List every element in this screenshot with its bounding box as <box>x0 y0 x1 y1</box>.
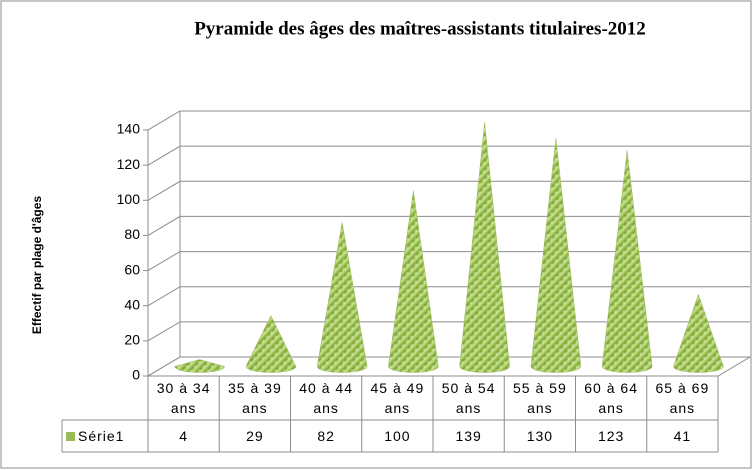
x-tick-label: 35 à 39 ans <box>228 380 282 416</box>
x-tick-label: 60 à 64 ans <box>584 380 638 416</box>
x-tick-label: 45 à 49 ans <box>370 380 425 416</box>
cone-body <box>530 138 582 373</box>
legend-cell: Série1 <box>62 420 148 452</box>
y-tick-label: 140 <box>117 121 141 137</box>
y-tick-label: 40 <box>124 296 140 312</box>
cone-body <box>174 359 225 373</box>
y-tick-label: 100 <box>117 191 141 207</box>
cone <box>388 190 439 373</box>
y-tick-label: 0 <box>132 367 140 383</box>
data-label: 130 <box>526 428 554 444</box>
data-label: 4 <box>179 428 189 444</box>
cone <box>673 293 724 373</box>
y-axis-label: Effectif par plage d'âges <box>30 196 44 335</box>
data-label: 41 <box>673 428 692 444</box>
data-label: 29 <box>246 428 264 444</box>
data-label: 82 <box>317 428 335 444</box>
chart-title: Pyramide des âges des maîtres-assistants… <box>194 18 646 39</box>
cone <box>459 122 510 373</box>
data-label: 123 <box>597 428 625 444</box>
x-tick-label: 50 à 54 ans <box>441 380 496 416</box>
x-tick-label: 65 à 69 ans <box>655 380 710 416</box>
y-tick-label: 80 <box>124 226 140 242</box>
y-tick-label: 20 <box>124 332 140 348</box>
cone-body <box>245 314 297 373</box>
grid-line <box>147 110 750 131</box>
y-tick-label: 60 <box>124 261 140 277</box>
y-tick-label: 120 <box>117 156 141 172</box>
legend-label: Série1 <box>78 428 125 444</box>
cone-body <box>388 190 439 373</box>
data-label: 139 <box>455 428 482 444</box>
cone-body <box>601 150 653 373</box>
cone <box>316 222 368 373</box>
grid-line <box>147 145 750 166</box>
cone <box>530 138 582 373</box>
cone <box>601 150 653 373</box>
legend-swatch <box>66 431 75 441</box>
cone-body <box>673 293 724 373</box>
cone-body <box>459 122 510 373</box>
cone <box>174 359 225 373</box>
x-tick-label: 55 à 59 ans <box>513 380 567 416</box>
x-tick-label: 30 à 34 ans <box>156 380 211 416</box>
cone <box>245 314 297 373</box>
data-label: 100 <box>384 428 411 444</box>
x-tick-label: 40 à 44 ans <box>299 380 353 416</box>
cone-body <box>316 222 368 373</box>
floor <box>146 356 752 377</box>
